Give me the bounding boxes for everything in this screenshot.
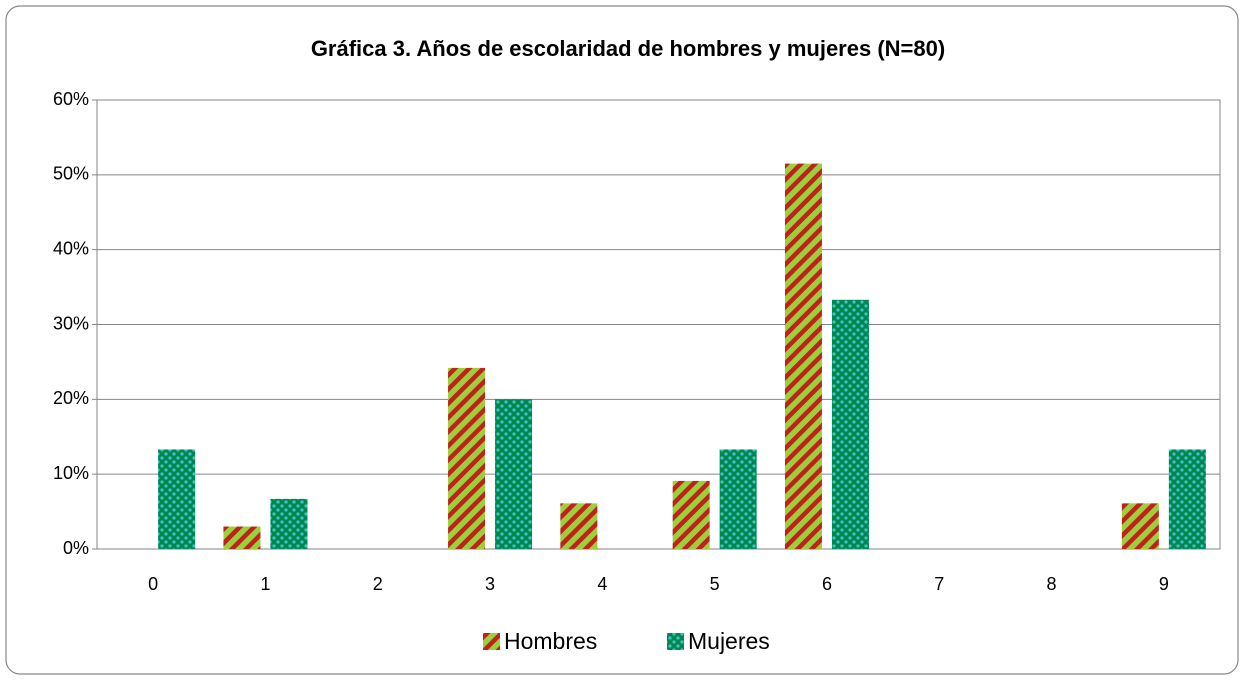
x-tick-label: 9	[1159, 574, 1169, 594]
chart-title: Gráfica 3. Años de escolaridad de hombre…	[311, 36, 945, 61]
bar	[495, 399, 533, 549]
bar	[158, 449, 196, 549]
bar	[1121, 503, 1159, 549]
bar	[223, 526, 261, 549]
legend-label: Hombres	[504, 628, 597, 654]
legend-label: Mujeres	[688, 628, 770, 654]
bar	[784, 163, 822, 549]
bar	[1168, 449, 1206, 549]
y-tick-label: 0%	[63, 538, 89, 558]
y-tick-label: 50%	[53, 164, 89, 184]
bar	[831, 299, 869, 549]
x-tick-label: 1	[260, 574, 270, 594]
y-tick-label: 60%	[53, 89, 89, 109]
x-tick-label: 8	[1047, 574, 1057, 594]
legend-swatch	[667, 633, 684, 650]
x-tick-label: 5	[710, 574, 720, 594]
bar	[719, 449, 757, 549]
y-tick-label: 40%	[53, 238, 89, 258]
x-tick-label: 3	[485, 574, 495, 594]
bar	[448, 367, 486, 549]
x-tick-label: 2	[373, 574, 383, 594]
bar	[270, 498, 308, 549]
bar	[672, 480, 710, 549]
y-tick-label: 30%	[53, 313, 89, 333]
x-tick-label: 4	[597, 574, 607, 594]
bar	[560, 503, 598, 549]
x-tick-label: 7	[934, 574, 944, 594]
x-tick-label: 0	[148, 574, 158, 594]
x-tick-label: 6	[822, 574, 832, 594]
legend-swatch	[483, 633, 500, 650]
y-tick-label: 10%	[53, 463, 89, 483]
y-tick-label: 20%	[53, 388, 89, 408]
chart-border	[5, 5, 1239, 675]
